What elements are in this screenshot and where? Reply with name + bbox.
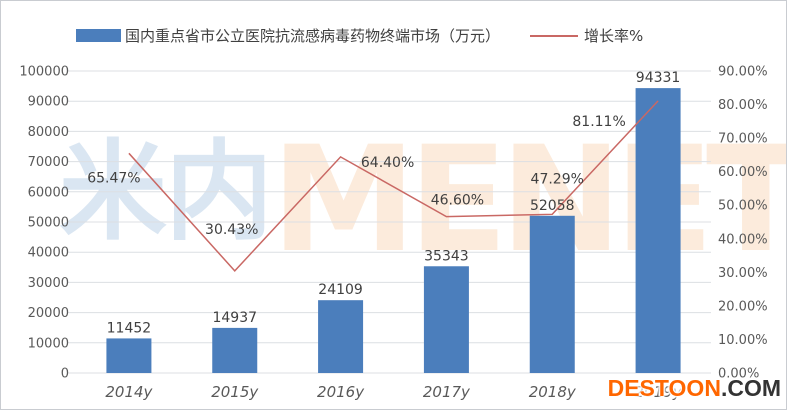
- growth-rate-label: 47.29%: [531, 171, 584, 187]
- growth-rate-label: 46.60%: [431, 193, 484, 209]
- right-axis-tick-label: 30.00%: [718, 266, 768, 281]
- right-axis-tick-label: 10.00%: [718, 333, 768, 348]
- right-axis-tick-label: 0.00%: [718, 367, 759, 382]
- growth-rate-label: 81.11%: [572, 114, 625, 130]
- destoon-watermark-suffix: .COM: [720, 375, 781, 401]
- left-axis-tick-label: 50000: [28, 216, 69, 231]
- growth-rate-line: [128, 100, 659, 273]
- right-axis-tick-label: 20.00%: [718, 299, 768, 314]
- line-series-label: 增长率%: [584, 27, 644, 45]
- bar-2016y: [318, 300, 364, 373]
- bar-value-label: 35343: [424, 248, 469, 264]
- bar-series-swatch: [76, 29, 121, 42]
- right-axis-tick-label: 50.00%: [718, 199, 768, 214]
- bar-2017y: [423, 266, 469, 373]
- bar-value-label: 52058: [530, 198, 575, 214]
- right-axis-tick-label: 60.00%: [718, 165, 768, 180]
- bar-2019y: [635, 88, 681, 374]
- right-axis-tick-label: 80.00%: [718, 98, 768, 113]
- bar-value-label: 24109: [318, 282, 363, 298]
- growth-rate-label: 30.43%: [205, 222, 258, 238]
- destoon-watermark: DESTOON.COM: [608, 375, 781, 402]
- bar-2014y: [106, 338, 152, 373]
- left-axis-tick-label: 0: [61, 367, 69, 382]
- bar-2015y: [212, 327, 258, 373]
- left-axis-tick-label: 70000: [28, 155, 69, 170]
- x-axis-label: 2014y: [105, 383, 153, 401]
- bar-value-label: 11452: [107, 320, 152, 336]
- x-axis-label: 2016y: [317, 383, 365, 401]
- destoon-watermark-main: DESTOON: [607, 375, 721, 401]
- x-axis-label: 2015y: [211, 383, 259, 401]
- growth-rate-label: 64.40%: [361, 155, 414, 171]
- chart-legend: 国内重点省市公立医院抗流感病毒药物终端市场（万元） 增长率%: [76, 25, 643, 46]
- right-axis-tick-label: 90.00%: [718, 65, 768, 80]
- growth-rate-label: 65.47%: [87, 170, 140, 186]
- x-axis-label: 2018y: [529, 383, 577, 401]
- bar-series-label: 国内重点省市公立医院抗流感病毒药物终端市场（万元）: [125, 27, 501, 45]
- left-axis-tick-label: 40000: [28, 246, 69, 261]
- bar-value-label: 94331: [636, 70, 681, 86]
- line-series-swatch: [530, 34, 579, 37]
- x-axis-label: 2017y: [423, 383, 471, 401]
- right-axis-tick-label: 40.00%: [718, 232, 768, 247]
- left-axis-tick-label: 90000: [28, 95, 69, 110]
- left-axis-tick-label: 80000: [28, 125, 69, 140]
- left-axis-tick-label: 20000: [28, 306, 69, 321]
- left-axis-tick-label: 10000: [28, 336, 69, 351]
- left-axis-tick-label: 60000: [28, 185, 69, 200]
- right-axis-tick-label: 70.00%: [718, 132, 768, 147]
- left-axis-tick-label: 100000: [19, 65, 69, 80]
- left-axis-tick-label: 30000: [28, 276, 69, 291]
- bar-value-label: 14937: [212, 310, 257, 326]
- x-axis-label: 2019y: [635, 383, 683, 401]
- bar-2018y: [529, 215, 575, 373]
